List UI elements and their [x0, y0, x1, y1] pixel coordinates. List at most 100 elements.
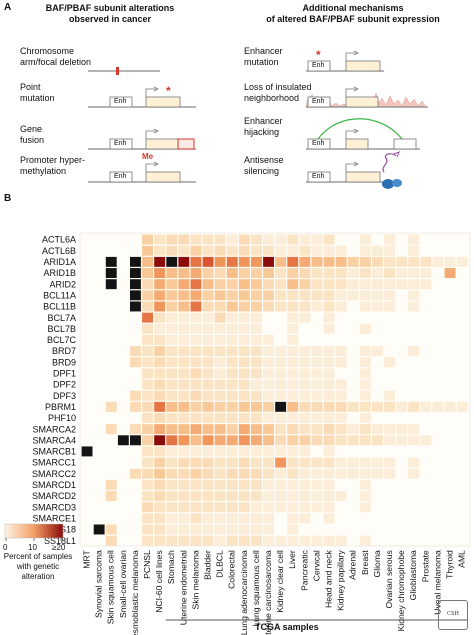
heatmap-cell [142, 479, 153, 490]
column-label: Skin squamous cell [106, 550, 116, 624]
heatmap-cell [263, 346, 274, 357]
heatmap-cell [384, 268, 395, 278]
heatmap-cell [287, 334, 299, 345]
left-title-line-2: observed in cancer [68, 14, 152, 24]
left-item-deletion: Chromosome arm/focal deletion [20, 46, 91, 68]
legend-caption-line: with genetic [16, 562, 60, 571]
heatmap-cell [372, 290, 383, 301]
heatmap-cell [347, 424, 359, 435]
heatmap-cell [154, 312, 166, 323]
heatmap-cell [166, 524, 178, 535]
heatmap-cell [299, 401, 311, 412]
heatmap-cell [299, 312, 311, 323]
heatmap-cell [323, 435, 335, 446]
heatmap-cell [263, 535, 274, 546]
row-label: SMARCD1 [32, 480, 76, 490]
heatmap-cell [275, 535, 287, 546]
heatmap-cell [372, 457, 383, 468]
row-label: DPF2 [53, 380, 76, 390]
heatmap-cell [142, 334, 153, 345]
heatmap-cell [372, 268, 383, 278]
heatmap-cell [202, 379, 214, 390]
heatmap-cell [226, 468, 238, 479]
heatmap-cell [408, 457, 420, 468]
heatmap-cell [384, 435, 395, 446]
heatmap-cell [238, 368, 250, 379]
heatmap-cell [238, 323, 250, 334]
heatmap-cell [359, 357, 371, 368]
heatmap-cell [384, 279, 395, 290]
heatmap-cell [372, 279, 383, 290]
heatmap-cell [311, 245, 323, 256]
heatmap-cell [202, 457, 214, 468]
heatmap-cell [178, 468, 190, 479]
heatmap-cell [323, 535, 335, 546]
heatmap-cell [105, 401, 117, 412]
heatmap-cell [154, 390, 166, 401]
heatmap-cell [287, 290, 299, 301]
heatmap-cell [226, 446, 238, 457]
column-label: Ovarian serous [384, 550, 394, 608]
heatmap-cell [311, 491, 323, 501]
heatmap-cell [105, 256, 117, 267]
heatmap-cell [178, 234, 190, 245]
heatmap-cell [142, 234, 153, 245]
heatmap-cell [359, 346, 371, 357]
heatmap-cell [275, 346, 287, 357]
heatmap-cell [238, 357, 250, 368]
row-label: BCL11B [43, 302, 76, 312]
heatmap-cell [190, 334, 202, 345]
heatmap-cell [275, 268, 287, 278]
heatmap-cell [202, 279, 214, 290]
column-label: Skin melanoma [190, 550, 200, 609]
row-label: SS18L1 [44, 536, 76, 546]
heatmap-cell [142, 279, 153, 290]
heatmap-cell [275, 468, 287, 479]
heatmap-cell [420, 268, 432, 278]
heatmap-cell [226, 334, 238, 345]
heatmap-cell [154, 323, 166, 334]
heatmap-cell [154, 413, 166, 423]
heatmap-cell [335, 379, 347, 390]
heatmap-cell [311, 468, 323, 479]
heatmap-cell [299, 446, 311, 457]
heatmap-cell [359, 279, 371, 290]
heatmap-cell [166, 468, 178, 479]
heatmap-cell [190, 312, 202, 323]
heatmap-cell [214, 446, 226, 457]
heatmap-cell [190, 357, 202, 368]
heatmap-cell [214, 290, 226, 301]
heatmap-cell [359, 245, 371, 256]
tcga-label: TCGA samples [255, 622, 319, 632]
heatmap-cell [311, 268, 323, 278]
right-item-enhancer-mutation: Enhancer mutation [244, 46, 283, 68]
heatmap-cell [251, 468, 262, 479]
heatmap-cell [178, 268, 190, 278]
heatmap-cell [130, 301, 141, 312]
column-label: Lung adenocarcinoma [239, 550, 249, 635]
heatmap-cell [299, 234, 311, 245]
legend-caption-line: alteration [21, 572, 55, 581]
heatmap-cell [214, 457, 226, 468]
heatmap-cell [142, 413, 153, 423]
heatmap-cell [142, 346, 153, 357]
column-label: Uterine endometrial [178, 550, 188, 625]
heatmap-cell [359, 379, 371, 390]
heatmap-cell [105, 524, 117, 535]
heatmap-cell [335, 390, 347, 401]
heatmap-cell [190, 479, 202, 490]
heatmap-cell [202, 468, 214, 479]
heatmap-cell [275, 390, 287, 401]
heatmap-cell [359, 424, 371, 435]
heatmap-cell [251, 234, 262, 245]
row-label: ARID2 [49, 279, 76, 289]
heatmap-cell [275, 301, 287, 312]
heatmap-cell [202, 346, 214, 357]
heatmap-cell [190, 535, 202, 546]
left-item-line: methylation [20, 166, 67, 176]
heatmap-cell [178, 357, 190, 368]
heatmap-cell [166, 346, 178, 357]
heatmap-cell [178, 479, 190, 490]
heatmap-cell [263, 390, 274, 401]
